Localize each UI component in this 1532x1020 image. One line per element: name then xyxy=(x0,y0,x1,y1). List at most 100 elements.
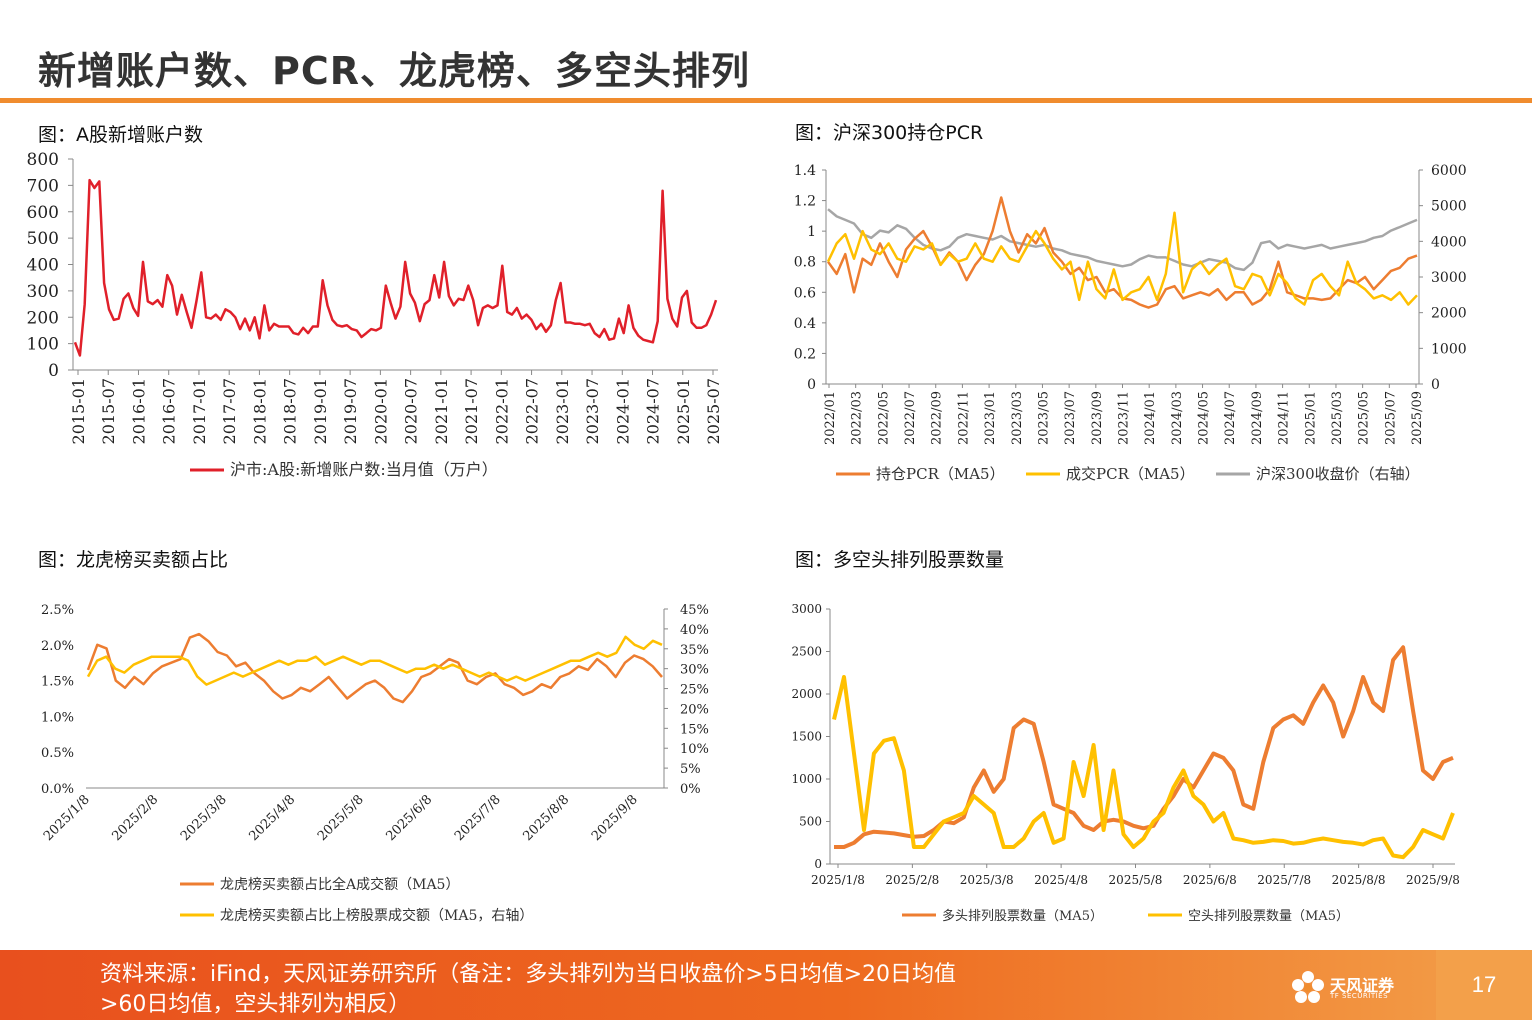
y-tick-label: 2.5% xyxy=(41,603,74,618)
legend-label: 多头排列股票数量（MA5） xyxy=(942,908,1103,924)
y-tick-label: 2.0% xyxy=(41,639,74,654)
brand-name: 天风证券 xyxy=(1330,976,1395,995)
y-tick-label: 3000 xyxy=(791,602,822,616)
x-tick-label: 2016-07 xyxy=(160,378,179,444)
y2-tick-label: 6000 xyxy=(1431,163,1467,179)
x-tick-label: 2017-07 xyxy=(220,378,239,444)
y2-tick-label: 1000 xyxy=(1431,341,1467,357)
y-tick-label: 200 xyxy=(27,308,59,328)
series-line xyxy=(73,178,718,357)
x-tick-label: 2025/3/8 xyxy=(960,873,1014,887)
series-line xyxy=(86,635,663,686)
caption-arrangement: 图：多空头排列股票数量 xyxy=(795,549,1005,571)
y-tick-label: 1500 xyxy=(791,730,822,744)
y-tick-label: 1.5% xyxy=(41,675,74,690)
y2-tick-label: 25% xyxy=(680,683,709,698)
y2-tick-label: 45% xyxy=(680,603,709,618)
y-tick-label: 0.2 xyxy=(794,346,816,362)
y-tick-label: 1 xyxy=(807,224,816,240)
y2-tick-label: 0 xyxy=(1431,377,1440,393)
x-tick-label: 2025/7/8 xyxy=(1257,873,1311,887)
y2-tick-label: 2000 xyxy=(1431,306,1467,322)
x-tick-label: 2025/2/8 xyxy=(885,873,939,887)
legend-label: 龙虎榜买卖额占比全A成交额（MA5） xyxy=(220,876,459,893)
x-tick-label: 2022-01 xyxy=(492,378,511,444)
legend-label: 持仓PCR（MA5） xyxy=(876,465,1005,483)
caption-pcr: 图：沪深300持仓PCR xyxy=(795,122,984,144)
y-tick-label: 1.0% xyxy=(41,710,74,725)
legend-label: 沪深300收盘价（右轴） xyxy=(1256,465,1420,483)
x-tick-label: 2025/09 xyxy=(1410,391,1425,445)
caption-accounts: 图：A股新增账户数 xyxy=(38,124,203,146)
y-tick-label: 700 xyxy=(27,176,59,196)
x-tick-label: 2017-01 xyxy=(190,378,209,444)
footer-bar: 资料来源：iFind，天风证券研究所（备注：多头排列为当日收盘价>5日均值>20… xyxy=(0,950,1532,1020)
x-tick-label: 2025/4/8 xyxy=(1034,873,1088,887)
x-tick-label: 2023/05 xyxy=(1036,391,1051,445)
x-tick-label: 2019-07 xyxy=(341,378,360,444)
series-line xyxy=(826,211,1418,306)
series-line xyxy=(86,632,663,704)
y-tick-label: 300 xyxy=(27,282,59,302)
y-tick-label: 1.2 xyxy=(794,194,816,210)
x-tick-label: 2024/11 xyxy=(1277,391,1292,445)
x-tick-label: 2024-01 xyxy=(613,378,632,444)
y2-tick-label: 5% xyxy=(680,762,701,777)
y-tick-label: 2000 xyxy=(791,687,822,701)
x-tick-label: 2024/09 xyxy=(1250,391,1265,445)
y-tick-label: 0.8 xyxy=(794,255,816,271)
series-line xyxy=(834,645,1454,849)
y-tick-label: 800 xyxy=(27,150,59,170)
x-tick-label: 2018-07 xyxy=(281,378,300,444)
x-tick-label: 2015-01 xyxy=(69,378,88,444)
x-tick-label: 2023/03 xyxy=(1010,391,1025,445)
caption-lhb: 图：龙虎榜买卖额占比 xyxy=(38,549,229,571)
y2-tick-label: 3000 xyxy=(1431,270,1467,286)
y-tick-label: 2500 xyxy=(791,645,822,659)
y2-tick-label: 0% xyxy=(680,782,701,797)
y2-tick-label: 20% xyxy=(680,702,709,717)
y-tick-label: 1.4 xyxy=(794,163,816,179)
title-rule xyxy=(0,98,1532,103)
x-tick-label: 2021-01 xyxy=(432,378,451,444)
y-tick-label: 400 xyxy=(27,256,59,276)
source-note: 资料来源：iFind，天风证券研究所（备注：多头排列为当日收盘价>5日均值>20… xyxy=(100,962,957,1017)
y-tick-label: 100 xyxy=(27,335,59,355)
brand-logo: 天风证券 TF SECURITIES xyxy=(1288,968,1408,1008)
x-tick-label: 2025/01 xyxy=(1303,391,1318,445)
series-line xyxy=(832,675,1455,860)
y-tick-label: 0.6 xyxy=(794,285,816,301)
x-tick-label: 2018-01 xyxy=(250,378,269,444)
legend-label: 沪市:A股:新增账户数:当月值（万户） xyxy=(230,460,498,479)
y2-tick-label: 35% xyxy=(680,643,709,658)
x-tick-label: 2023/09 xyxy=(1090,391,1105,445)
x-tick-label: 2023-07 xyxy=(583,378,602,444)
x-tick-label: 2022/05 xyxy=(876,391,891,445)
y-tick-label: 0 xyxy=(814,857,822,871)
x-tick-label: 2024/05 xyxy=(1197,391,1212,445)
x-tick-label: 2020-01 xyxy=(371,378,390,444)
y-tick-label: 0.0% xyxy=(41,782,74,797)
y-tick-label: 0 xyxy=(48,361,59,381)
brand-sub: TF SECURITIES xyxy=(1330,992,1389,1000)
y2-tick-label: 10% xyxy=(680,742,709,757)
page-title: 新增账户数、PCR、龙虎榜、多空头排列 xyxy=(38,49,751,93)
x-tick-label: 2025/5/8 xyxy=(1109,873,1163,887)
x-tick-label: 2021-07 xyxy=(462,378,481,444)
y2-tick-label: 5000 xyxy=(1431,199,1467,215)
y2-tick-label: 4000 xyxy=(1431,234,1467,250)
x-tick-label: 2022/03 xyxy=(850,391,865,445)
x-tick-label: 2025/6/8 xyxy=(1183,873,1237,887)
pcr-chart: 0 0.2 0.4 0.6 0.8 1 1.2 1.4 0 1000 2000 3000 4000 500… xyxy=(794,163,1467,483)
x-tick-label: 2023-01 xyxy=(553,378,572,444)
y-tick-label: 500 xyxy=(27,229,59,249)
x-tick-label: 2019-01 xyxy=(311,378,330,444)
flower-logo-icon xyxy=(1292,971,1324,1003)
y2-tick-label: 30% xyxy=(680,663,709,678)
y2-tick-label: 40% xyxy=(680,623,709,638)
y-tick-label: 0.5% xyxy=(41,746,74,761)
lhb-chart: 0.0% 0.5% 1.0% 1.5% 2.0% 2.5% 0% 5% 10% 15% 20% 25%… xyxy=(41,603,709,924)
x-tick-label: 2022/07 xyxy=(903,391,918,445)
x-tick-label: 2024-07 xyxy=(644,378,663,444)
x-tick-label: 2025/9/8 xyxy=(1406,873,1460,887)
